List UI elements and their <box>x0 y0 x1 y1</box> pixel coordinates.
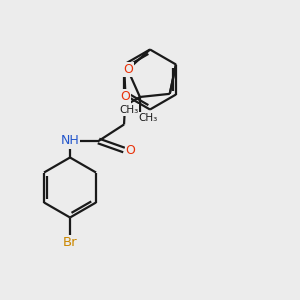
Text: CH₃: CH₃ <box>119 105 138 115</box>
Text: CH₃: CH₃ <box>139 113 158 123</box>
Text: Br: Br <box>63 236 77 249</box>
Text: O: O <box>121 89 130 103</box>
Text: O: O <box>126 143 136 157</box>
Text: O: O <box>123 63 133 76</box>
Text: NH: NH <box>61 134 80 148</box>
